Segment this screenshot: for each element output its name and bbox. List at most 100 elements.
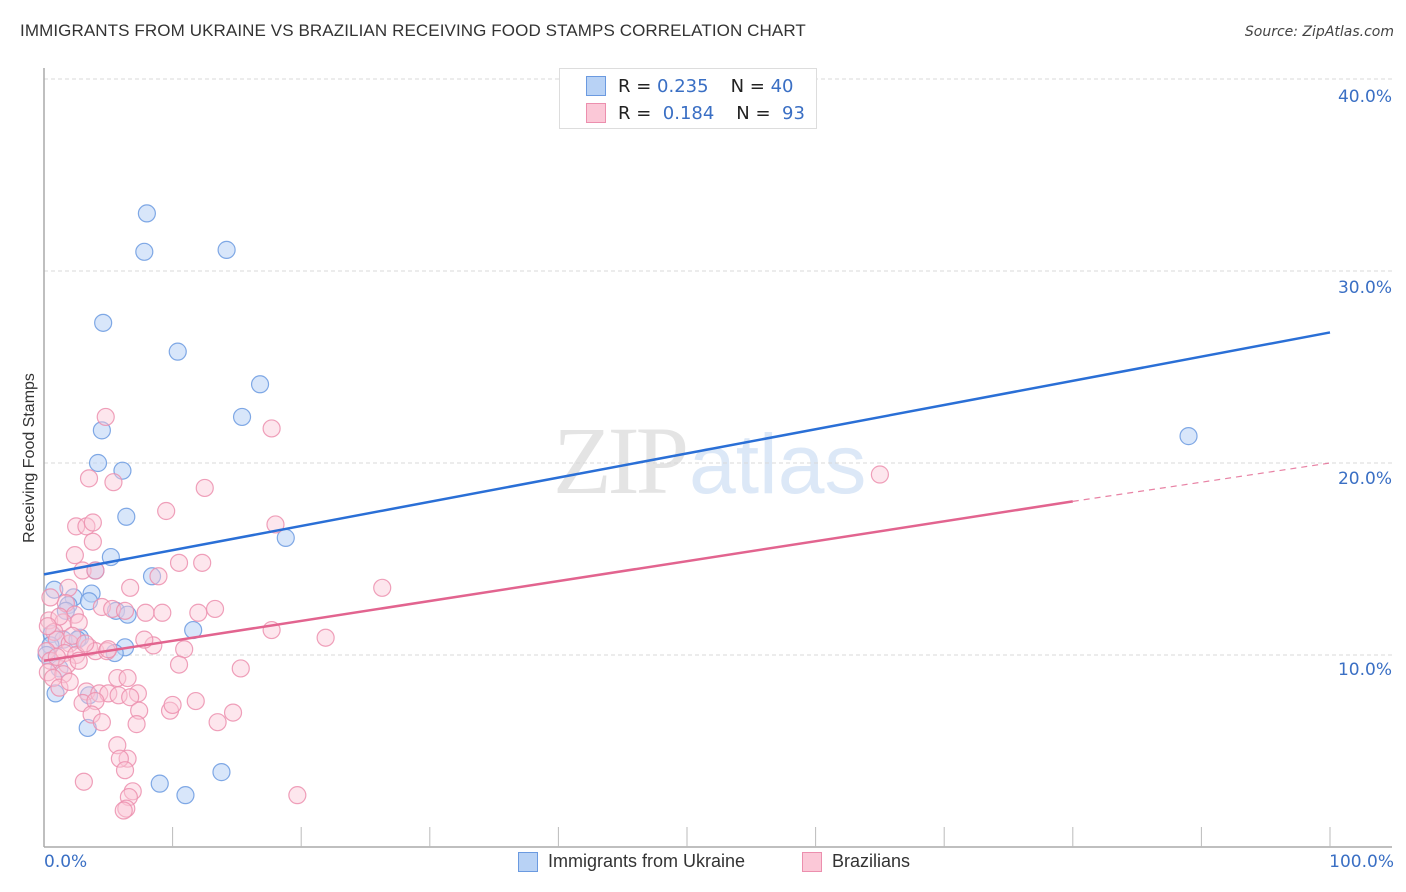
source-label: Source: ZipAtlas.com [1244,24,1394,40]
chart-title: IMMIGRANTS FROM UKRAINE VS BRAZILIAN REC… [20,21,806,40]
y-axis-label: Receiving Food Stamps [21,373,38,543]
brazilians-point [870,465,890,484]
brazilians-point [208,713,227,732]
brazilians-point [74,772,93,791]
brazilians-point [193,553,212,572]
brazilians-point [175,640,194,659]
y-tick-10: 10.0% [1337,660,1392,680]
ukraine-trend-line [43,331,1331,576]
legend-swatch-ukraine [586,76,606,96]
n-value: 93 [782,102,805,124]
brazilians-point [149,567,168,586]
brazilians-point [262,419,281,438]
ukraine-point [1179,427,1198,446]
ukraine-point [250,375,270,394]
brazilians-point [118,668,137,688]
ukraine-point [150,774,169,793]
legend-row-ukraine: R = 0.235 N = 40 [586,74,794,98]
brazilians-point [86,691,105,711]
brazilians-point [104,473,123,492]
watermark-zip: ZIP [553,407,689,514]
brazilians-point [127,715,146,734]
brazilians-point [115,601,135,620]
brazilians-trend-extension [1072,462,1331,502]
n-value: 40 [770,75,794,97]
legend-swatch-brazilians [802,851,822,872]
ukraine-point [232,407,252,427]
brazilians-point [195,478,214,498]
ukraine-point [94,313,113,332]
brazilians-point [169,655,189,674]
brazilians-point [205,599,225,619]
ukraine-point [168,342,187,361]
ukraine-point [117,507,136,526]
brazilians-point [65,546,84,565]
brazilians-point [373,578,392,597]
r-label: R = [618,102,652,124]
brazilians-point [121,688,140,707]
brazilians-point [121,578,140,597]
brazilians-point [169,553,189,572]
brazilians-point [92,713,111,732]
brazilians-point [130,701,149,720]
legend-item-ukraine[interactable]: Immigrants from Ukraine [518,851,745,872]
brazilians-trend-line [43,500,1073,662]
legend-row-brazilians: R = 0.184 N = 93 [586,101,805,125]
ukraine-point [137,204,156,223]
brazilians-point [110,749,129,768]
brazilians-point [186,691,205,711]
x-tick-100: 100.0% [1329,852,1394,872]
brazilians-point [157,501,176,521]
ukraine-point [176,786,195,805]
ukraine-point [92,421,111,440]
y-tick-40: 40.0% [1337,87,1392,107]
brazilians-point [223,703,243,722]
brazilians-point [189,603,208,622]
brazilians-point [109,686,128,705]
brazilians-point [50,678,69,697]
brazilians-point [118,749,137,768]
brazilians-point [153,603,172,622]
ukraine-point [135,242,154,261]
watermark-atlas: atlas [689,417,867,511]
brazilians-point [288,786,307,805]
brazilians-point [83,532,102,551]
brazilians-point [117,799,136,818]
brazilians-point [38,617,57,636]
brazilians-point [38,663,57,682]
brazilians-point [231,659,250,678]
legend-swatch-brazilians [586,103,606,123]
brazilians-point [316,628,335,647]
legend-item-brazilians[interactable]: Brazilians [802,851,910,872]
r-label: R = [618,75,652,97]
ukraine-point [212,763,231,782]
r-value: 0.235 [657,75,709,97]
y-tick-20: 20.0% [1337,469,1392,489]
brazilians-point [163,695,182,715]
brazilians-point [40,611,59,630]
n-label: N = [730,75,765,97]
brazilians-point [96,407,115,427]
x-tick-0: 0.0% [44,852,88,872]
n-label: N = [736,102,771,124]
brazilians-point [115,761,135,780]
r-value: 0.184 [662,102,715,124]
correlation-legend: R = 0.235 N = 40 R = 0.184 N = 93 [559,68,817,129]
series-legend: Immigrants from Ukraine Brazilians [0,851,1406,877]
legend-swatch-ukraine [518,851,538,872]
legend-label-ukraine: Immigrants from Ukraine [548,851,746,871]
legend-label-brazilians: Brazilians [832,851,911,871]
ukraine-point [142,567,162,586]
brazilians-point [266,515,285,534]
brazilians-point [76,634,95,653]
ukraine-point [88,453,108,473]
brazilians-point [82,705,101,724]
brazilians-point [119,787,138,807]
brazilians-point [41,588,60,607]
y-tick-30: 30.0% [1337,278,1392,298]
watermark: ZIPatlas [553,405,866,516]
brazilians-point [108,736,127,755]
ukraine-point [217,240,236,259]
brazilians-point [114,801,133,820]
